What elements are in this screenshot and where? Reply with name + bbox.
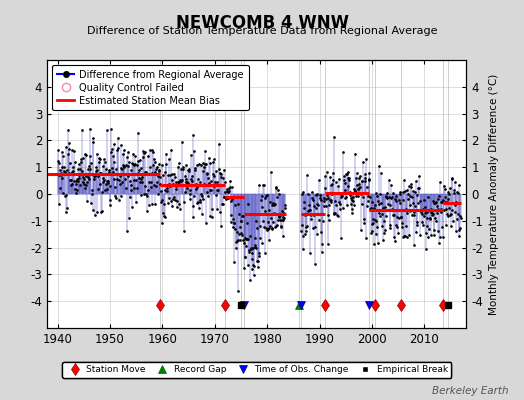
Text: Difference of Station Temperature Data from Regional Average: Difference of Station Temperature Data f… — [87, 26, 437, 36]
Text: NEWCOMB 4 WNW: NEWCOMB 4 WNW — [176, 14, 348, 32]
Legend: Difference from Regional Average, Quality Control Failed, Estimated Station Mean: Difference from Regional Average, Qualit… — [52, 65, 248, 110]
Legend: Station Move, Record Gap, Time of Obs. Change, Empirical Break: Station Move, Record Gap, Time of Obs. C… — [62, 362, 452, 378]
Text: Berkeley Earth: Berkeley Earth — [432, 386, 508, 396]
Y-axis label: Monthly Temperature Anomaly Difference (°C): Monthly Temperature Anomaly Difference (… — [489, 73, 499, 315]
